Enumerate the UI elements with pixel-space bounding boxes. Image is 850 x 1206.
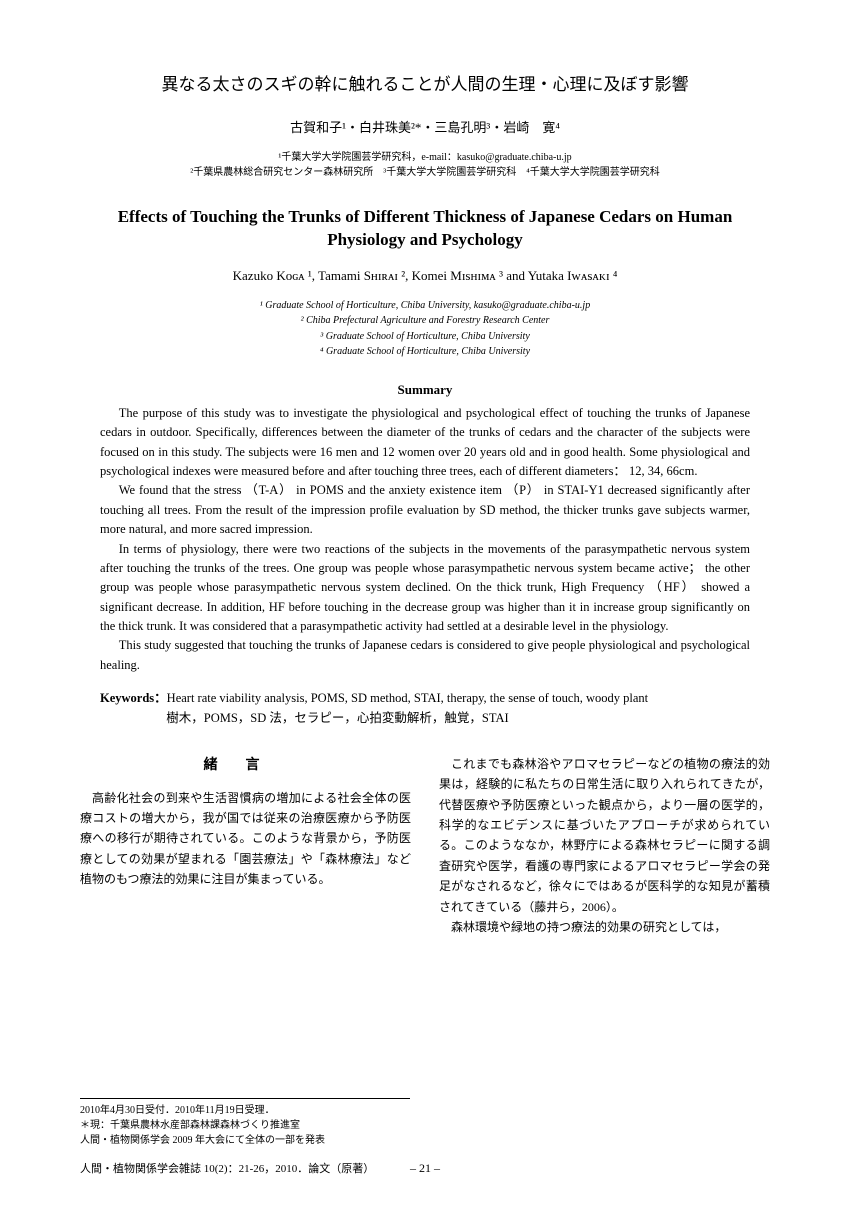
affil-en-line: ³ Graduate School of Horticulture, Chiba… xyxy=(80,329,770,345)
affil-en-line: ⁴ Graduate School of Horticulture, Chiba… xyxy=(80,344,770,360)
title-english: Effects of Touching the Trunks of Differ… xyxy=(80,206,770,252)
section-heading: 緒言 xyxy=(80,754,411,778)
page-number: – 21 – xyxy=(0,1161,850,1176)
summary-paragraph: This study suggested that touching the t… xyxy=(100,636,750,675)
title-en-line: Effects of Touching the Trunks of Differ… xyxy=(80,206,770,229)
title-japanese: 異なる太さのスギの幹に触れることが人間の生理・心理に及ぼす影響 xyxy=(80,70,770,95)
affiliations-japanese: ¹千葉大学大学院園芸学研究科，e-mail：kasuko@graduate.ch… xyxy=(80,150,770,180)
body-columns: 緒言 高齢化社会の到来や生活習慣病の増加による社会全体の医療コストの増大から，我… xyxy=(80,754,770,938)
footnote-line: ＊現：千葉県農林水産部森林課森林づくり推進室 xyxy=(80,1118,410,1133)
summary-heading: Summary xyxy=(80,382,770,398)
summary-body: The purpose of this study was to investi… xyxy=(100,404,750,675)
footnotes: 2010年4月30日受付．2010年11月19日受理． ＊現：千葉県農林水産部森… xyxy=(80,1098,410,1148)
title-en-line: Physiology and Psychology xyxy=(80,229,770,252)
left-column: 緒言 高齢化社会の到来や生活習慣病の増加による社会全体の医療コストの増大から，我… xyxy=(80,754,411,938)
authors-japanese: 古賀和子¹・白井珠美²*・三島孔明³・岩崎 寛⁴ xyxy=(80,117,770,136)
summary-paragraph: We found that the stress （T-A） in POMS a… xyxy=(100,481,750,539)
footnote-line: 人間・植物関係学会 2009 年大会にて全体の一部を発表 xyxy=(80,1133,410,1148)
keywords-block: Keywords：Heart rate viability analysis, … xyxy=(100,689,750,728)
right-column: これまでも森林浴やアロマセラピーなどの植物の療法的効果は，経験的に私たちの日常生… xyxy=(439,754,770,938)
affil-en-line: ¹ Graduate School of Horticulture, Chiba… xyxy=(80,298,770,314)
body-paragraph: これまでも森林浴やアロマセラピーなどの植物の療法的効果は，経験的に私たちの日常生… xyxy=(439,754,770,917)
affil-jp-line: ²千葉県農林総合研究センター森林研究所 ³千葉大学大学院園芸学研究科 ⁴千葉大学… xyxy=(80,165,770,180)
summary-paragraph: The purpose of this study was to investi… xyxy=(100,404,750,482)
body-paragraph: 森林環境や緑地の持つ療法的効果の研究としては， xyxy=(439,917,770,937)
summary-paragraph: In terms of physiology, there were two r… xyxy=(100,540,750,637)
affil-jp-line: ¹千葉大学大学院園芸学研究科，e-mail：kasuko@graduate.ch… xyxy=(80,150,770,165)
keywords-english: Heart rate viability analysis, POMS, SD … xyxy=(167,691,648,705)
affiliations-english: ¹ Graduate School of Horticulture, Chiba… xyxy=(80,298,770,360)
keywords-japanese: 樹木，POMS，SD 法，セラピー，心拍変動解析，触覚，STAI xyxy=(100,709,750,728)
authors-english: Kazuko Kᴏɢᴀ ¹, Tamami Sʜɪʀᴀɪ ², Komei Mɪ… xyxy=(80,268,770,284)
body-paragraph: 高齢化社会の到来や生活習慣病の増加による社会全体の医療コストの増大から，我が国で… xyxy=(80,788,411,890)
keywords-label: Keywords： xyxy=(100,691,167,705)
affil-en-line: ² Chiba Prefectural Agriculture and Fore… xyxy=(80,313,770,329)
footnote-line: 2010年4月30日受付．2010年11月19日受理． xyxy=(80,1103,410,1118)
